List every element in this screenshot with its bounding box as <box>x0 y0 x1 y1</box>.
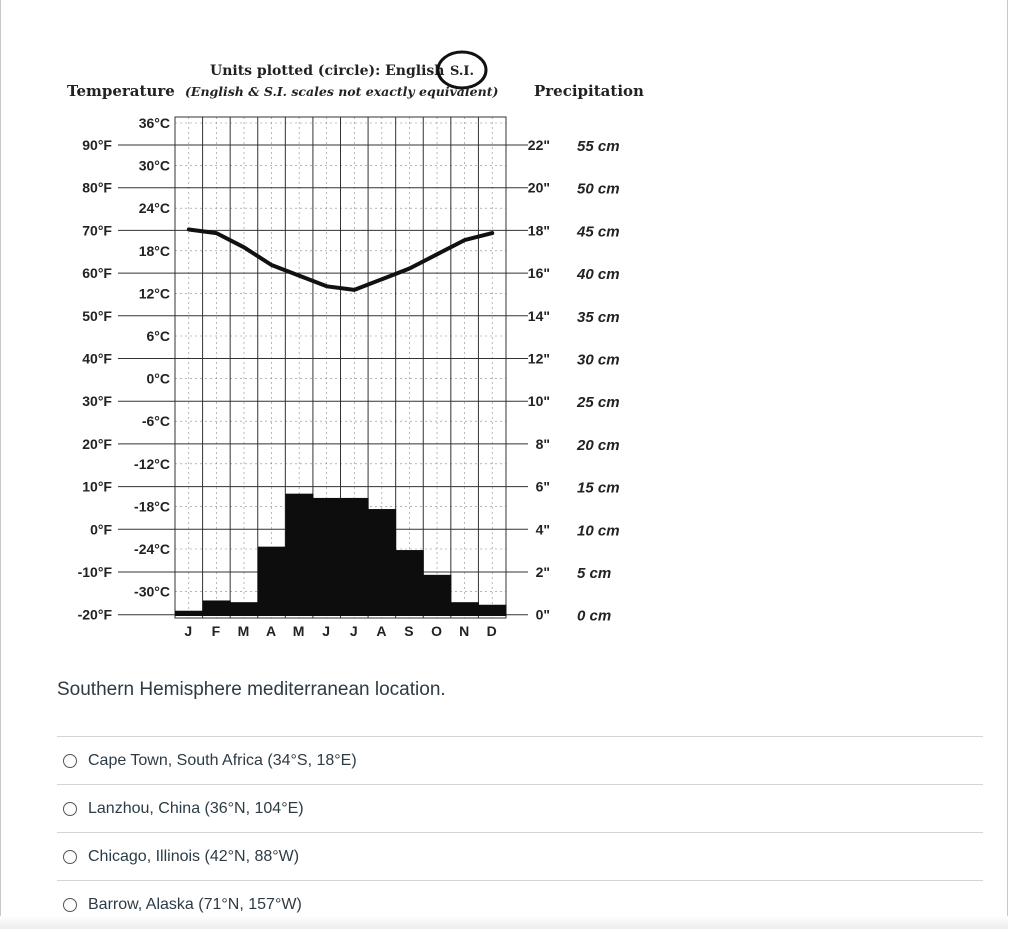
si-label: S.I. <box>450 64 474 79</box>
temp-c-tick: -30°C <box>134 584 170 600</box>
radio-button[interactable] <box>63 897 77 912</box>
precip-in-tick: 14" <box>528 308 550 324</box>
precip-bar <box>257 546 286 616</box>
temp-c-tick: -12°C <box>134 456 170 472</box>
temperature-title: Temperature <box>67 82 175 100</box>
precip-cm-tick: 10 cm <box>577 522 620 539</box>
precip-bar <box>202 600 231 616</box>
temp-f-tick: 70°F <box>82 222 112 238</box>
precip-cm-tick: 50 cm <box>577 181 620 198</box>
units-subtitle: (English & S.I. scales not exactly equiv… <box>185 84 498 99</box>
precip-in-tick: 12" <box>528 351 550 367</box>
answer-option[interactable]: Barrow, Alaska (71°N, 157°W) <box>57 880 983 928</box>
temp-f-tick: 10°F <box>82 479 112 495</box>
precip-in-tick: 6" <box>536 479 550 495</box>
precip-cm-tick: 55 cm <box>577 138 620 155</box>
month-label: M <box>293 623 306 639</box>
precip-in-tick: 2" <box>536 564 550 580</box>
question-caption: Southern Hemisphere mediterranean locati… <box>57 679 446 700</box>
month-label: S <box>404 623 414 639</box>
precip-in-tick: 20" <box>528 180 550 196</box>
radio-button[interactable] <box>63 801 77 816</box>
answer-label: Lanzhou, China (36°N, 104°E) <box>88 799 304 817</box>
temp-f-tick: 60°F <box>82 265 112 281</box>
month-label: J <box>322 623 331 639</box>
temp-c-tick: 30°C <box>139 158 170 174</box>
precip-bar <box>312 497 341 616</box>
precip-in-tick: 22" <box>528 137 550 153</box>
month-label: A <box>376 623 387 639</box>
temp-c-tick: 12°C <box>139 285 170 301</box>
answer-option[interactable]: Cape Town, South Africa (34°S, 18°E) <box>57 736 983 784</box>
temp-f-tick: 90°F <box>82 137 112 153</box>
precip-cm-tick: 35 cm <box>577 309 620 326</box>
si-circle <box>436 50 488 90</box>
month-label: M <box>238 623 251 639</box>
precip-cm-tick: 30 cm <box>577 352 620 369</box>
month-label: A <box>266 623 277 639</box>
precipitation-title: Precipitation <box>534 82 644 100</box>
units-title: Units plotted (circle): English <box>210 63 444 79</box>
month-label: N <box>459 623 470 639</box>
climograph-chart: Units plotted (circle): English S.I. Tempe… <box>67 50 644 639</box>
temp-f-tick: 20°F <box>82 436 112 452</box>
temp-c-tick: 18°C <box>139 243 170 259</box>
precip-cm-tick: 45 cm <box>576 223 620 240</box>
precip-bar <box>285 493 314 616</box>
precip-bar <box>423 574 452 616</box>
plot-frame <box>174 116 507 619</box>
answer-option[interactable]: Lanzhou, China (36°N, 104°E) <box>57 784 983 832</box>
precip-cm-tick: 5 cm <box>577 565 611 582</box>
radio-button[interactable] <box>63 849 77 864</box>
temp-c-tick: 36°C <box>139 115 170 131</box>
temp-f-tick: 50°F <box>82 308 112 324</box>
precip-cm-tick: 40 cm <box>576 266 620 283</box>
radio-button[interactable] <box>63 753 77 768</box>
temp-c-tick: 24°C <box>139 200 170 216</box>
temp-f-tick: 80°F <box>82 180 112 196</box>
precip-in-tick: 4" <box>536 521 550 537</box>
answer-label: Barrow, Alaska (71°N, 157°W) <box>88 895 302 913</box>
month-label: F <box>212 623 222 639</box>
temperature-line <box>186 227 495 292</box>
month-label: J <box>184 623 193 639</box>
precip-bar <box>478 604 507 616</box>
precip-bar <box>230 602 259 616</box>
month-label: D <box>487 623 498 639</box>
precip-cm-tick: 15 cm <box>577 480 620 497</box>
precip-in-tick: 8" <box>536 436 550 452</box>
temp-f-tick: 30°F <box>82 393 112 409</box>
temp-f-tick: 40°F <box>82 351 112 367</box>
precip-cm-tick: 20 cm <box>576 437 620 454</box>
precip-in-tick: 18" <box>528 222 550 238</box>
month-label: J <box>350 623 359 639</box>
precip-cm-tick: 0 cm <box>577 608 611 625</box>
month-label: O <box>431 623 443 639</box>
temp-c-tick: -6°C <box>142 413 170 429</box>
page-bottom-edge <box>0 916 1008 929</box>
temp-f-tick: 0°F <box>90 521 112 537</box>
precip-bar <box>340 497 369 616</box>
temp-c-tick: -18°C <box>134 498 170 514</box>
precip-in-tick: 0" <box>536 607 550 623</box>
precip-bar <box>450 602 479 616</box>
precip-in-tick: 10" <box>528 393 550 409</box>
temp-c-tick: -24°C <box>134 541 170 557</box>
temp-c-tick: 0°C <box>147 371 171 387</box>
precip-bar <box>395 550 424 616</box>
temp-c-tick: 6°C <box>147 328 171 344</box>
answer-list: Cape Town, South Africa (34°S, 18°E) Lan… <box>57 736 983 928</box>
precip-cm-tick: 25 cm <box>576 394 620 411</box>
precip-bar <box>368 509 397 616</box>
answer-label: Cape Town, South Africa (34°S, 18°E) <box>88 751 357 769</box>
temp-f-tick: -10°F <box>78 564 113 580</box>
answer-label: Chicago, Illinois (42°N, 88°W) <box>88 847 300 865</box>
precip-in-tick: 16" <box>528 265 550 281</box>
temp-f-tick: -20°F <box>78 607 113 623</box>
answer-option[interactable]: Chicago, Illinois (42°N, 88°W) <box>57 832 983 880</box>
precip-bar <box>175 610 204 616</box>
